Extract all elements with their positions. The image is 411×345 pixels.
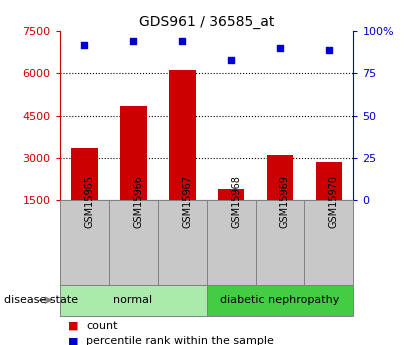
Title: GDS961 / 36585_at: GDS961 / 36585_at xyxy=(139,14,274,29)
Text: GSM15970: GSM15970 xyxy=(329,175,339,228)
Text: disease state: disease state xyxy=(4,295,78,305)
Bar xyxy=(71,148,97,242)
Text: GSM15966: GSM15966 xyxy=(133,175,143,228)
Text: count: count xyxy=(86,321,118,331)
Text: diabetic nephropathy: diabetic nephropathy xyxy=(220,295,339,305)
Point xyxy=(228,57,234,62)
Text: GSM15968: GSM15968 xyxy=(231,175,241,228)
Point xyxy=(179,38,185,44)
Text: percentile rank within the sample: percentile rank within the sample xyxy=(86,336,274,345)
Point xyxy=(130,38,136,44)
Bar xyxy=(169,70,196,242)
Bar xyxy=(120,106,147,242)
Bar xyxy=(217,189,245,242)
Point xyxy=(277,45,283,51)
Bar xyxy=(316,162,342,242)
Text: ■: ■ xyxy=(68,336,79,345)
Text: GSM15969: GSM15969 xyxy=(280,175,290,228)
Text: GSM15965: GSM15965 xyxy=(84,175,94,228)
Bar xyxy=(266,155,293,242)
Text: normal: normal xyxy=(113,295,152,305)
Point xyxy=(81,42,88,47)
Text: ■: ■ xyxy=(68,321,79,331)
Text: GSM15967: GSM15967 xyxy=(182,175,192,228)
Point xyxy=(326,47,332,52)
